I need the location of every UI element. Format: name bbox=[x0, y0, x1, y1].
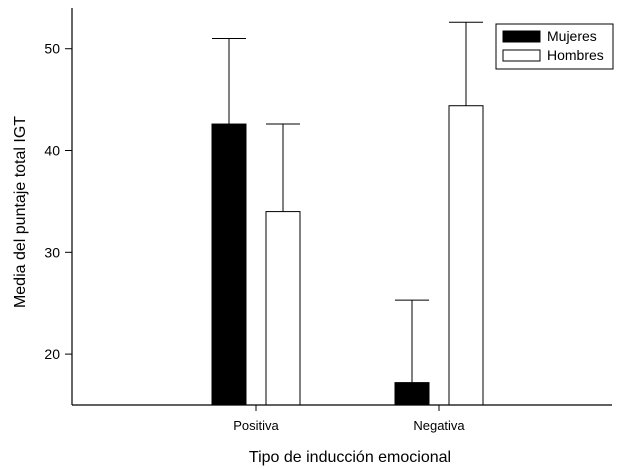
legend-swatch-hombres bbox=[502, 49, 541, 62]
y-tick-label: 40 bbox=[44, 143, 60, 159]
bar-hombres bbox=[265, 211, 301, 406]
legend-swatch-mujeres bbox=[502, 30, 541, 43]
bar-mujeres bbox=[211, 123, 247, 406]
x-axis-title: Tipo de inducción emocional bbox=[249, 449, 451, 466]
legend: Mujeres Hombres bbox=[495, 23, 614, 70]
bar-hombres bbox=[448, 105, 484, 406]
x-tick-label: Positiva bbox=[233, 418, 279, 433]
legend-label-mujeres: Mujeres bbox=[547, 28, 597, 44]
y-ticks: 20 30 40 50 bbox=[44, 41, 72, 362]
y-tick-label: 20 bbox=[44, 346, 60, 362]
y-tick-label: 30 bbox=[44, 244, 60, 260]
x-tick-label: Negativa bbox=[413, 418, 465, 433]
y-tick-label: 50 bbox=[44, 41, 60, 57]
bar-mujeres bbox=[394, 382, 430, 406]
y-axis-title: Media del puntaje total IGT bbox=[12, 116, 29, 308]
plot-area bbox=[211, 21, 484, 406]
legend-label-hombres: Hombres bbox=[547, 47, 604, 63]
x-ticks: Positiva Negativa bbox=[233, 405, 465, 433]
